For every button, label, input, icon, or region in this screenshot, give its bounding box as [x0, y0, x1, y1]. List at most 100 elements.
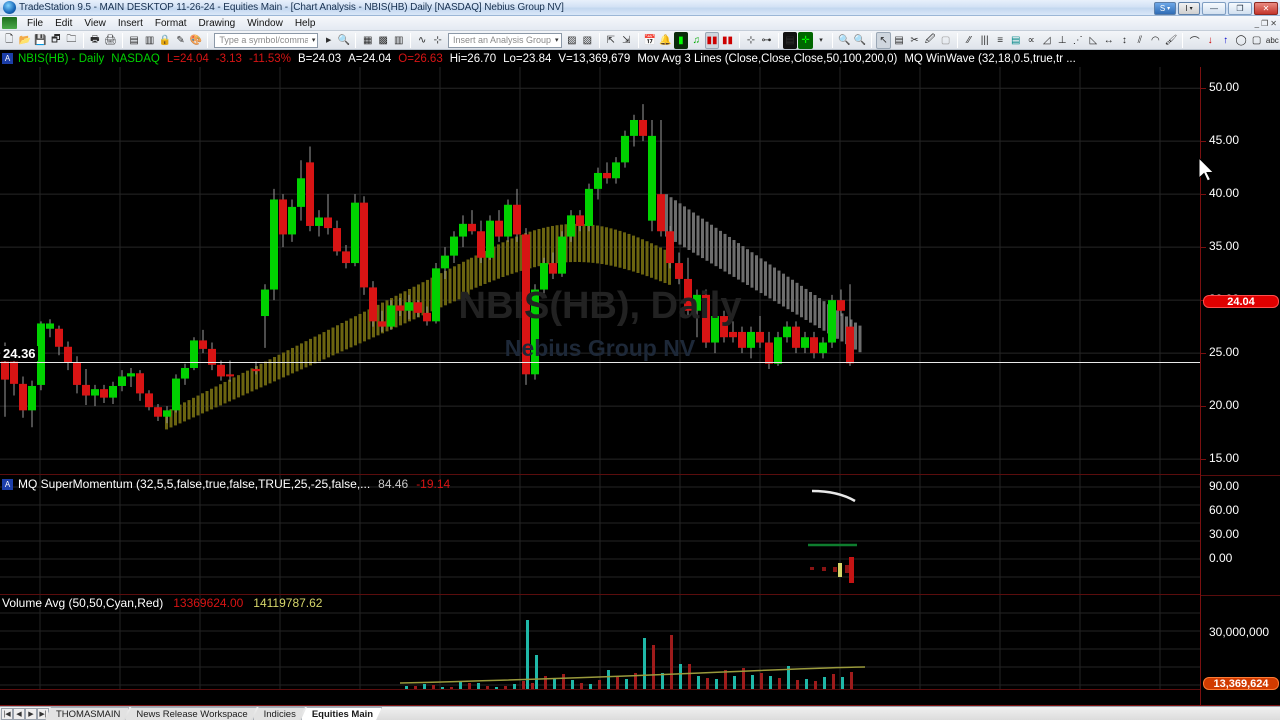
inner-restore-button[interactable]: ❐ [1261, 18, 1269, 28]
spacing-icon[interactable]: ⊹ [746, 34, 756, 46]
color-bars-icon[interactable]: ▤ [782, 31, 798, 49]
calendar-icon[interactable]: 📅 [643, 34, 657, 46]
inner-minimize-button[interactable]: _ [1254, 18, 1260, 28]
workspace-tab-news-release[interactable]: News Release Workspace [125, 707, 256, 720]
print-preview-icon[interactable]: 🖶 [90, 33, 100, 45]
crosshair-tool-icon[interactable]: ✂ [910, 34, 919, 46]
quote-icon[interactable]: ▩ [378, 34, 388, 46]
chevron-down-icon[interactable]: ▾ [555, 37, 559, 44]
print-icon[interactable]: 🖨 [104, 34, 117, 46]
arc-icon[interactable]: ⋰ [1072, 34, 1083, 46]
horizontal-lines-icon[interactable]: ≡ [997, 34, 1004, 46]
alert-icon[interactable]: 🔔 [659, 34, 672, 46]
fib-retracement-icon[interactable]: ||| [980, 34, 989, 46]
bar-spacing-icon[interactable]: ⊶ [761, 34, 772, 46]
symbol-input[interactable]: Type a symbol/command ▾ [214, 32, 319, 48]
text-abc-icon[interactable]: abc [1265, 35, 1279, 45]
momentum-badge-icon[interactable]: A [2, 478, 13, 490]
gann-fan-icon[interactable]: ◿ [1042, 34, 1051, 46]
andrews-pitchfork-icon[interactable]: ⊥ [1057, 34, 1067, 46]
status-pill-i-label: I [1185, 3, 1188, 13]
new-window-icon[interactable]: 🗗 [51, 33, 61, 45]
symbol-lookup-icon[interactable]: 🔍 [337, 34, 351, 46]
analysis-badge-icon[interactable]: A [2, 53, 13, 64]
minimize-button[interactable]: — [1202, 1, 1226, 15]
menu-item-file[interactable]: File [27, 17, 44, 29]
cycle-icon[interactable]: ⫽ [1137, 34, 1143, 46]
drawing-tool-icon[interactable]: 🖉 [924, 33, 936, 45]
trendline-icon[interactable]: ⁄⁄ [967, 34, 971, 46]
tile-vertical-icon[interactable]: ▥ [144, 34, 155, 46]
workspace-tab-equities-main[interactable]: Equities Main [301, 707, 382, 720]
workspace-tab-thomasmain[interactable]: THOMASMAIN [45, 707, 129, 720]
momentum-pane[interactable]: A MQ SuperMomentum (32,5,5,false,true,fa… [0, 475, 1200, 595]
arrow-horizontal-icon[interactable]: ↔ [1103, 34, 1114, 46]
zoom-out-icon[interactable]: 🔍 [853, 34, 867, 46]
text-tool-icon[interactable]: ▤ [894, 34, 904, 46]
chart-style-icon[interactable]: ▮ [673, 31, 689, 49]
chevron-down-icon[interactable]: ▾ [819, 37, 823, 44]
channel-icon[interactable]: ▤ [1010, 34, 1021, 46]
price-axis[interactable]: 50.00 45.00 40.00 35.00 30.00 25.00 20.00 15.00… [1200, 67, 1280, 705]
fib-time-icon[interactable]: ◠ [1150, 34, 1160, 46]
ask-label: A=24.04 [348, 52, 392, 65]
arrow-up-icon[interactable]: ↑ [1223, 34, 1229, 46]
candle-alt-icon[interactable]: ▮▮ [721, 34, 733, 46]
tab-nav-first[interactable]: |◀ [1, 708, 13, 720]
chevron-down-icon[interactable]: ▾ [311, 37, 316, 44]
regression-icon[interactable]: ∝ [1027, 34, 1035, 46]
cross-hair-icon[interactable]: ✛ [798, 31, 813, 49]
menu-item-format[interactable]: Format [154, 17, 187, 29]
add-indicator-icon[interactable]: ⊹ [433, 34, 442, 46]
format-icon[interactable]: ✎ [176, 34, 185, 46]
arrow-vertical-icon[interactable]: ↕ [1121, 34, 1127, 46]
zoom-in-icon[interactable]: 🔍 [838, 34, 851, 46]
momentum-chart-canvas[interactable] [0, 475, 1200, 595]
tab-nav-prev[interactable]: ◀ [13, 708, 25, 720]
menu-item-drawing[interactable]: Drawing [198, 17, 236, 29]
restore-button[interactable]: ❐ [1228, 1, 1252, 15]
menu-item-help[interactable]: Help [294, 17, 316, 29]
menu-item-insert[interactable]: Insert [117, 17, 143, 29]
volume-chart-canvas[interactable] [0, 595, 1200, 690]
volume-pane[interactable]: Volume Avg (50,50,Cyan,Red) 13369624.00 … [0, 595, 1200, 690]
menu-item-view[interactable]: View [84, 17, 106, 29]
eraser-icon[interactable]: ▢ [940, 34, 951, 46]
arrange-up-icon[interactable]: ⇱ [606, 34, 616, 46]
ellipse-icon[interactable]: ◯ [1235, 34, 1247, 46]
menu-item-window[interactable]: Window [247, 17, 283, 29]
price-chart-canvas[interactable] [0, 67, 1200, 475]
workspace-tab-indicies[interactable]: Indicies [253, 707, 305, 720]
open-workspace-icon[interactable]: 🗀 [66, 33, 77, 45]
new-icon[interactable]: 🗋 [5, 33, 14, 45]
price-pane[interactable]: NBIS(HB), Daily Nebius Group NV 24.36 [0, 67, 1200, 475]
music-icon[interactable]: ♫ [692, 34, 701, 46]
arrange-down-icon[interactable]: ⇲ [622, 34, 631, 46]
volume-value-2: 14119787.62 [253, 596, 323, 610]
tile-horizontal-icon[interactable]: ▤ [129, 34, 139, 46]
analysis-group-input[interactable]: Insert an Analysis Group ▾ [447, 32, 562, 48]
matrix-icon[interactable]: ▥ [393, 34, 404, 46]
open-icon[interactable]: 📂 [18, 34, 31, 46]
data-window-icon[interactable]: ▦ [362, 34, 373, 46]
symbol-go-icon[interactable]: ▶ [325, 37, 332, 44]
insert-strategy-icon[interactable]: ▧ [582, 34, 593, 46]
pointer-icon[interactable]: ↖ [876, 31, 891, 49]
close-button[interactable]: ✕ [1254, 1, 1278, 15]
save-icon[interactable]: 💾 [34, 34, 47, 46]
fib-fan-icon[interactable]: ◺ [1089, 34, 1098, 46]
wave-icon[interactable]: ∿ [418, 34, 427, 46]
rectangle-icon[interactable]: ▢ [1251, 34, 1262, 46]
arrow-down-icon[interactable]: ↓ [1207, 34, 1213, 46]
arc-tool-icon[interactable]: ⌒ [1189, 36, 1200, 48]
insert-analysis-icon[interactable]: ▨ [567, 34, 577, 46]
tab-nav-next[interactable]: ▶ [25, 708, 37, 720]
menu-item-edit[interactable]: Edit [55, 17, 73, 29]
paint-icon[interactable]: 🖌 [1164, 34, 1178, 46]
status-pill-i[interactable]: I ▾ [1178, 1, 1200, 15]
palette-icon[interactable]: 🎨 [189, 34, 203, 46]
candle-icon[interactable]: ▮▮ [704, 31, 720, 49]
lock-icon[interactable]: 🔒 [158, 34, 172, 46]
status-pill-s[interactable]: S ▾ [1154, 1, 1176, 15]
inner-close-button[interactable]: ✕ [1270, 18, 1277, 28]
